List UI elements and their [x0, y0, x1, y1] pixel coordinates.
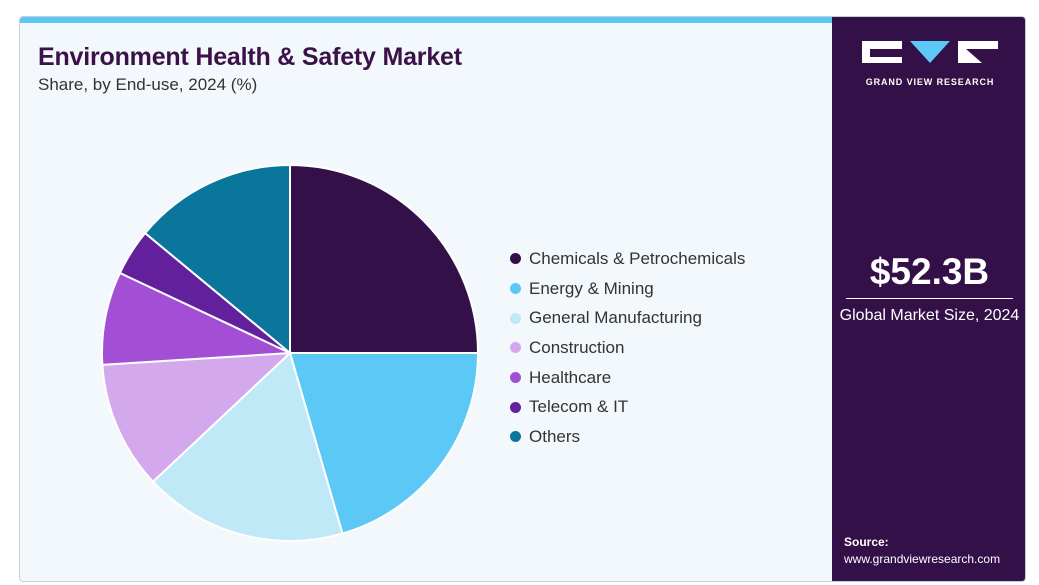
grand-view-research-logo: GRAND VIEW RESEARCH [860, 39, 1000, 87]
legend-item: Telecom & IT [510, 392, 745, 422]
pie-slice-general-manufacturing [151, 351, 344, 542]
source-link[interactable]: www.grandviewresearch.com [844, 552, 1001, 566]
legend-label: Construction [529, 337, 625, 357]
legend-label: Energy & Mining [529, 278, 654, 298]
chart-title: Environment Health & Safety Market [38, 43, 462, 71]
chart-subtitle: Share, by End-use, 2024 (%) [38, 75, 258, 94]
market-size-value: $52.3B [869, 251, 990, 292]
legend-item: Others [510, 422, 745, 452]
legend-item: Energy & Mining [510, 274, 745, 304]
legend-swatch [510, 342, 521, 354]
legend-swatch [510, 401, 521, 413]
pie-slice-chemicals-petrochemicals [289, 163, 480, 354]
gvr-logo-icon [862, 41, 998, 63]
pie-slice-energy-mining [288, 352, 480, 535]
legend-label: General Manufacturing [529, 308, 702, 328]
pie-chart [101, 163, 480, 542]
legend-swatch [510, 312, 521, 324]
legend-label: Telecom & IT [529, 397, 629, 417]
legend-item: Healthcare [510, 363, 745, 393]
legend-swatch [510, 253, 521, 265]
legend-label: Healthcare [529, 367, 612, 387]
chart-legend: Chemicals & Petrochemicals Energy & Minin… [510, 244, 745, 452]
sidebar: GRAND VIEW RESEARCH $52.3B Global Market… [832, 17, 1025, 581]
legend-item: General Manufacturing [510, 303, 745, 333]
pie-slice-healthcare [101, 271, 291, 366]
legend-label: Chemicals & Petrochemicals [529, 248, 746, 268]
legend-item: Chemicals & Petrochemicals [510, 244, 745, 274]
market-size-label: Global Market Size, 2024 [839, 307, 1020, 324]
legend-label: Others [529, 426, 581, 446]
source-label: Source: [844, 535, 889, 549]
legend-item: Construction [510, 333, 745, 363]
legend-swatch [510, 431, 521, 443]
pie-slice-construction [101, 351, 293, 484]
pie-slice-others [143, 163, 291, 356]
chart-card: Environment Health & Safety Market Share… [19, 16, 1026, 582]
legend-swatch [510, 372, 521, 384]
chart-panel: Environment Health & Safety Market Share… [20, 23, 832, 581]
divider [846, 298, 1013, 299]
logo-wordmark: GRAND VIEW RESEARCH [865, 77, 995, 87]
legend-swatch [510, 283, 521, 295]
accent-bar [20, 17, 832, 23]
